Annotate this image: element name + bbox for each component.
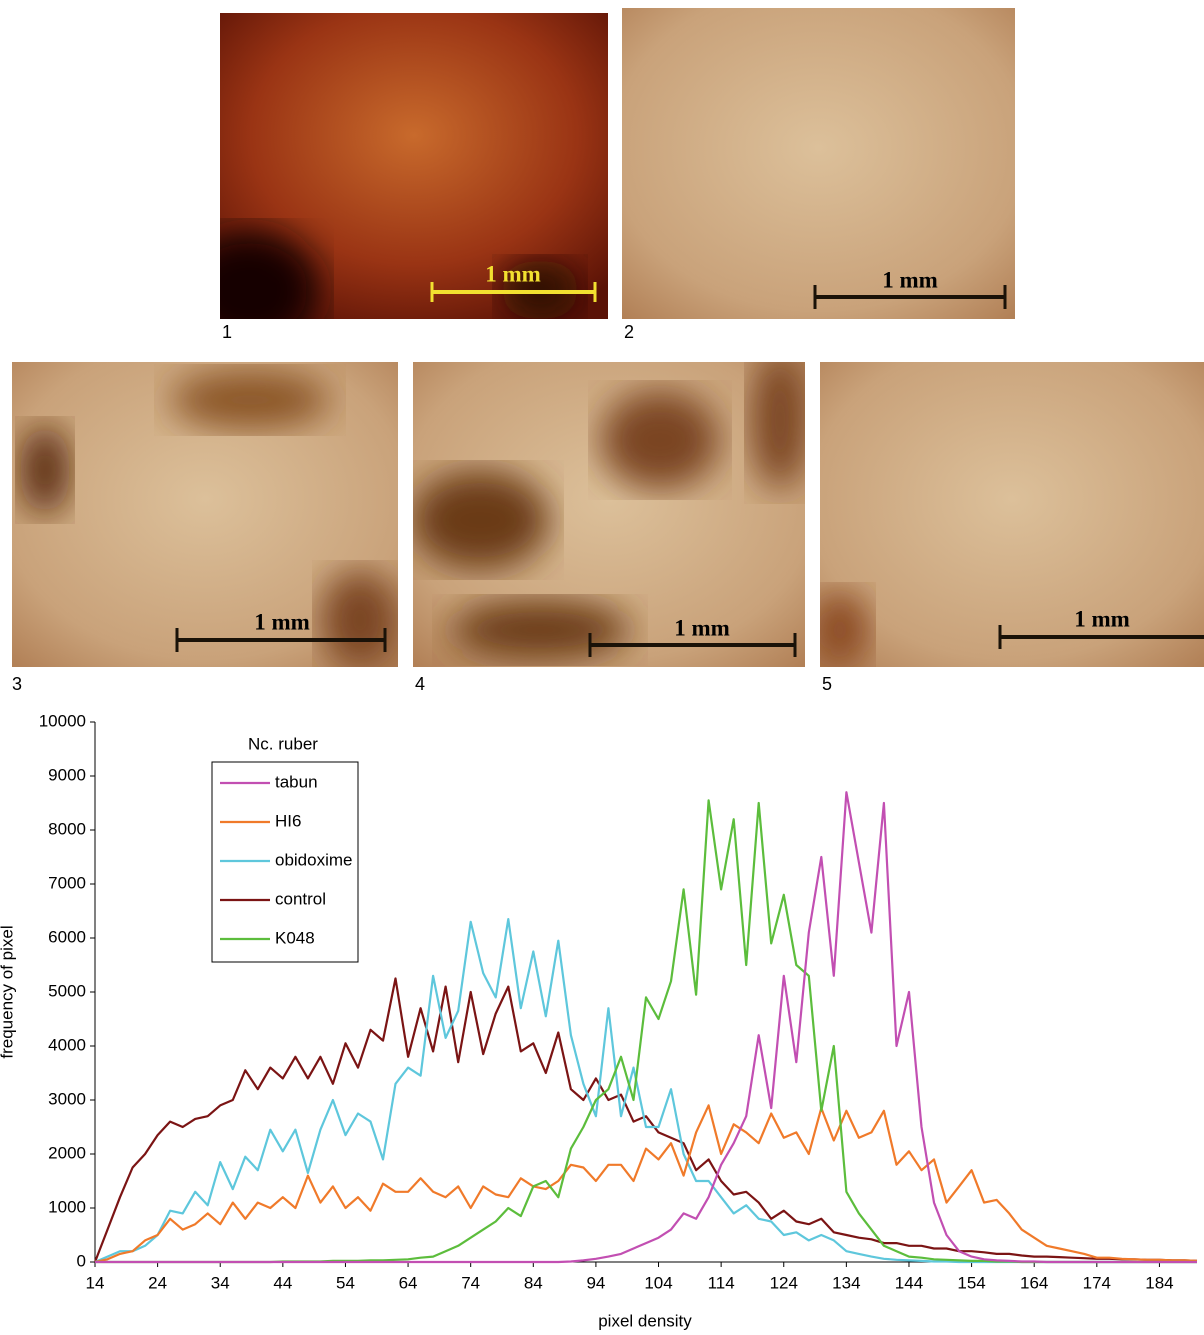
scale-label: 1 mm xyxy=(1074,606,1130,631)
x-tick-label: 94 xyxy=(586,1273,605,1292)
panel-label: 1 xyxy=(222,322,232,342)
panel-label: 5 xyxy=(822,674,832,694)
y-tick-label: 0 xyxy=(77,1251,86,1270)
x-tick-label: 164 xyxy=(1020,1273,1048,1292)
scale-label: 1 mm xyxy=(674,615,730,640)
series-line xyxy=(95,919,1197,1262)
legend-title: Nc. ruber xyxy=(248,734,318,753)
y-axis-title: frequency of pixel xyxy=(0,925,16,1058)
x-tick-label: 184 xyxy=(1145,1273,1173,1292)
panel-label: 2 xyxy=(624,322,634,342)
x-tick-label: 24 xyxy=(148,1273,167,1292)
photo-1: 1 mm xyxy=(180,13,608,350)
x-tick-label: 44 xyxy=(273,1273,292,1292)
scale-label: 1 mm xyxy=(254,609,310,634)
photo-4: 1 mm xyxy=(410,350,810,667)
legend-label: tabun xyxy=(275,772,318,791)
y-tick-label: 10000 xyxy=(39,711,86,730)
y-tick-label: 6000 xyxy=(48,927,86,946)
photo-5: 1 mm xyxy=(810,362,1204,670)
x-tick-label: 104 xyxy=(644,1273,672,1292)
legend-label: obidoxime xyxy=(275,850,353,869)
legend-label: control xyxy=(275,889,326,908)
photo-3: 1 mm xyxy=(12,362,400,670)
panel-label: 3 xyxy=(12,674,22,694)
x-tick-label: 124 xyxy=(770,1273,798,1292)
scale-label: 1 mm xyxy=(485,261,541,286)
series-line xyxy=(95,979,1197,1263)
x-tick-label: 14 xyxy=(86,1273,105,1292)
y-tick-label: 9000 xyxy=(48,765,86,784)
scale-label: 1 mm xyxy=(882,267,938,292)
legend-label: HI6 xyxy=(275,811,301,830)
y-tick-label: 5000 xyxy=(48,981,86,1000)
x-tick-label: 34 xyxy=(211,1273,230,1292)
x-axis-title: pixel density xyxy=(598,1311,692,1330)
x-tick-label: 134 xyxy=(832,1273,860,1292)
chart: pixel density frequency of pixel Nc. rub… xyxy=(0,711,1197,1330)
y-tick-label: 4000 xyxy=(48,1035,86,1054)
y-tick-label: 7000 xyxy=(48,873,86,892)
y-tick-label: 2000 xyxy=(48,1143,86,1162)
panel-label: 4 xyxy=(415,674,425,694)
y-tick-label: 3000 xyxy=(48,1089,86,1108)
series-line xyxy=(95,1105,1197,1262)
x-tick-label: 54 xyxy=(336,1273,355,1292)
x-tick-label: 84 xyxy=(524,1273,543,1292)
y-tick-label: 8000 xyxy=(48,819,86,838)
x-tick-label: 154 xyxy=(957,1273,985,1292)
photo-2: 1 mm xyxy=(622,8,1015,319)
x-tick-label: 64 xyxy=(399,1273,418,1292)
x-tick-label: 144 xyxy=(895,1273,923,1292)
figure: 1 mm 1 1 mm 2 1 mm 3 1 mm 4 1 mm xyxy=(0,0,1204,1335)
y-tick-label: 1000 xyxy=(48,1197,86,1216)
x-tick-label: 174 xyxy=(1083,1273,1111,1292)
legend-label: K048 xyxy=(275,928,315,947)
x-tick-label: 114 xyxy=(708,1273,735,1292)
x-tick-label: 74 xyxy=(461,1273,480,1292)
